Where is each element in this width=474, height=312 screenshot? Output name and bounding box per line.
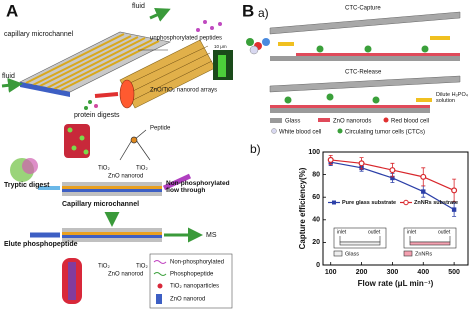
- label: inlet: [407, 229, 417, 235]
- marker: [390, 175, 395, 181]
- marker: [420, 173, 427, 180]
- legend-entry: TiO₂ nanoparticles: [170, 284, 219, 290]
- label: inlet: [337, 229, 347, 235]
- y-tick-label: 40: [312, 217, 320, 224]
- legend-entry: Pure glass substrate: [342, 200, 396, 206]
- nanorod-cluster: [64, 124, 90, 158]
- label: CTC-Release: [345, 70, 382, 76]
- sub-label: a): [258, 6, 269, 20]
- legend-box: [149, 253, 233, 309]
- plot-frame: [322, 151, 469, 266]
- panel-label: B: [242, 1, 254, 20]
- panel-label: A: [6, 1, 18, 20]
- peptides-cluster: [84, 20, 222, 110]
- label: fluid: [132, 3, 145, 10]
- b-legend: [270, 117, 389, 134]
- label: Capillary microchannel: [62, 201, 139, 208]
- channel-strip: [62, 182, 162, 196]
- label: CTC-Capture: [345, 6, 381, 12]
- marker: [421, 189, 426, 194]
- label: ZnO/TiO₂ nanorod arrays: [150, 88, 217, 94]
- label: Tryptic digest: [4, 182, 50, 189]
- y-axis-label: Capture efficiency(%): [298, 167, 307, 249]
- legend-entry: Red blood cell: [391, 119, 429, 125]
- x-tick-label: 200: [356, 269, 368, 276]
- marker: [451, 207, 457, 212]
- y-tick-label: 60: [312, 194, 320, 201]
- label: TiO₂: [98, 166, 110, 172]
- peptide-structure: [119, 129, 151, 161]
- cells: [246, 38, 429, 55]
- arrow: [162, 173, 192, 191]
- label: protein digests: [74, 112, 120, 119]
- legend-swatch: [153, 260, 167, 264]
- legend-entry: Circulating tumor cells (CTCs): [345, 130, 425, 136]
- tryptic-blob: [10, 158, 38, 182]
- x-tick-label: 400: [417, 269, 429, 276]
- legend-entry: Glass: [285, 119, 300, 125]
- cells: [284, 93, 380, 104]
- label: outlet: [368, 229, 381, 235]
- glass: [269, 11, 461, 35]
- legend-marker: [403, 199, 409, 206]
- arrow: [149, 8, 171, 22]
- capillary-channel: [19, 31, 171, 97]
- x-tick-label: 300: [387, 269, 399, 276]
- red-cylinder: [62, 258, 82, 304]
- label: Non-phosphorylated flow through: [166, 180, 230, 194]
- marker: [389, 167, 396, 174]
- label: TiO₂: [98, 264, 110, 270]
- y-tick-label: 20: [312, 239, 320, 246]
- legend-marker: [332, 200, 336, 205]
- channel-strip: [62, 228, 162, 242]
- label: ZnNRs: [415, 251, 432, 257]
- marker: [358, 160, 365, 167]
- glass: [270, 108, 430, 113]
- chart: 0 20 40 60 80 100 100 200 300 400 500 Flow rate (μL…: [298, 149, 469, 288]
- x-axis-label: Flow rate (μL min⁻¹): [358, 279, 434, 288]
- y-tick-label: 0: [316, 262, 320, 269]
- legend-swatch: [156, 294, 162, 304]
- legend-entry: ZnO nanorod: [170, 297, 205, 303]
- legend-entry: ZnO nanorods: [333, 119, 371, 125]
- label: outlet: [438, 229, 451, 235]
- y-tick-label: 80: [312, 171, 320, 178]
- glass: [269, 75, 461, 93]
- nanorods: [296, 53, 460, 56]
- x-tick-label: 100: [325, 269, 337, 276]
- label: Dilute H₃PO₄ solution: [436, 92, 468, 104]
- label: capillary microchannel: [4, 31, 74, 38]
- legend-entry: ZnNRs substrate: [414, 200, 458, 206]
- x-tick-label: 500: [448, 269, 460, 276]
- sub-label: b): [250, 142, 261, 156]
- nanorods: [270, 105, 430, 108]
- arrow: [94, 92, 119, 98]
- label: MS: [206, 232, 217, 239]
- label: Glass: [345, 251, 359, 257]
- glass: [270, 56, 460, 61]
- y-tick-label: 100: [308, 149, 320, 156]
- legend-entry: White blood cell: [279, 130, 321, 136]
- legend-entry: Non-phosphorylated: [170, 260, 224, 266]
- arrow: [1, 77, 23, 93]
- legend-swatch: [153, 272, 167, 276]
- label: ZnO nanorod: [108, 174, 143, 180]
- label: Elute phosphopeptide: [4, 241, 78, 248]
- label: TiO₂: [136, 166, 148, 172]
- nanorod-tube: [119, 39, 233, 109]
- legend-entry: Phosphopeptide: [170, 272, 214, 278]
- label: unphosphorylated peptides: [150, 36, 222, 42]
- marker: [327, 156, 334, 163]
- label: TiO₂: [136, 264, 148, 270]
- marker: [451, 187, 458, 194]
- legend-swatch: [157, 283, 163, 289]
- label: Peptide: [150, 126, 171, 132]
- label: fluid: [2, 73, 15, 80]
- label: ZnO nanorod: [108, 272, 143, 278]
- scale-bar: 10 μm: [214, 44, 227, 49]
- inset: [333, 227, 457, 257]
